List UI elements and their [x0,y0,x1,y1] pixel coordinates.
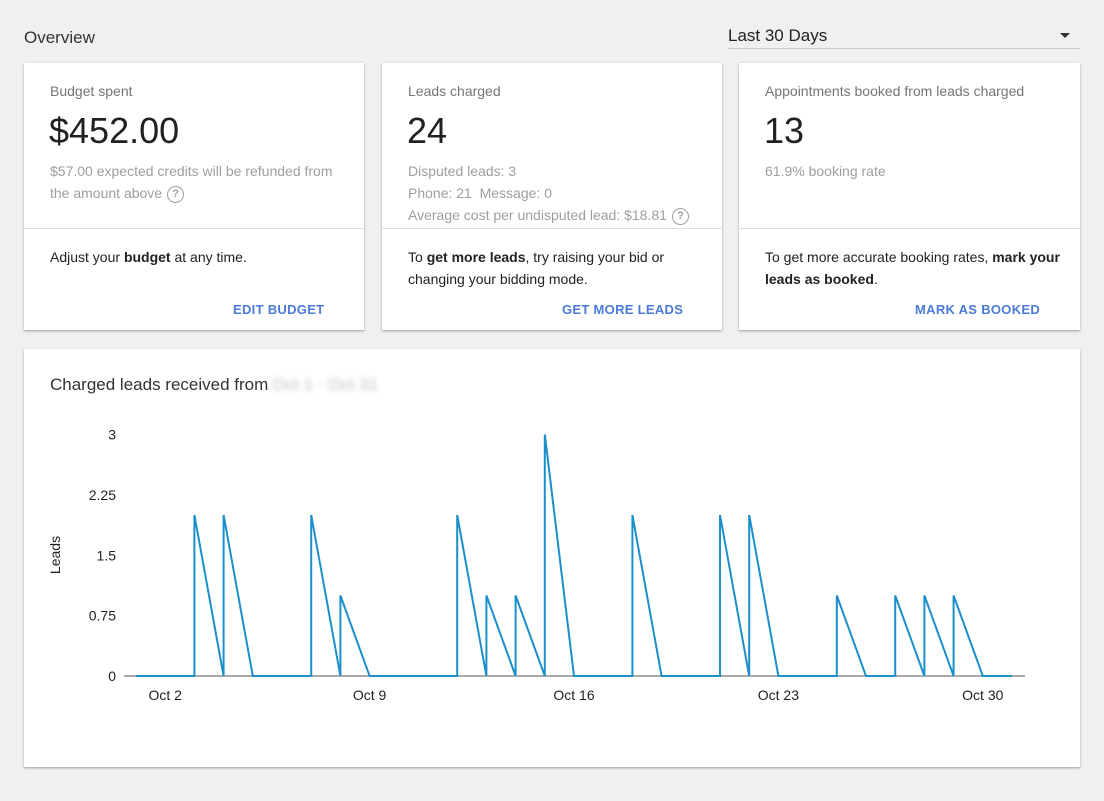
leads-line-chart: 0 0.75 1.5 2.25 3 Oct 2 Oct 9 Oct 16 Oct 23 Oct 3… [47,427,1025,703]
date-range-blurred: Oct 1 - Oct 31 [272,375,379,394]
y-axis-label: Leads [47,536,63,574]
appointments-value: 13 [764,110,805,151]
x-tick-label: Oct 16 [553,687,594,703]
y-tick-label: 1.5 [97,547,117,563]
help-icon[interactable]: ? [167,185,185,203]
leads-series-line [136,434,1012,677]
booking-rate: 61.9% booking rate [765,163,886,179]
disputed-leads: Disputed leads: 3 [408,163,517,179]
leads-chart-card: Charged leads received from Oct 1 - Oct 3… [24,349,1080,767]
average-cost: Average cost per undisputed lead: $18.81 [408,207,667,223]
x-tick-label: Oct 23 [758,687,799,703]
budget-label: Budget spent [50,83,133,99]
leads-value: 24 [407,110,448,151]
x-tick-label: Oct 2 [148,687,182,703]
edit-budget-button[interactable]: EDIT BUDGET [233,302,325,317]
get-more-leads-button[interactable]: GET MORE LEADS [562,302,684,317]
y-tick-label: 2.25 [89,487,116,503]
leads-label: Leads charged [408,83,501,99]
refund-note-line2: the amount above [50,185,163,201]
caret-down-icon [1060,33,1070,38]
leads-tip: To get more leads, try raising your bid … [408,249,665,287]
budget-value: $452.00 [49,110,180,151]
phone-message-counts: Phone: 21 Message: 0 [408,185,552,201]
y-tick-label: 3 [108,427,116,443]
mark-as-booked-button[interactable]: MARK AS BOOKED [915,302,1041,317]
help-icon[interactable]: ? [671,207,689,225]
appointments-tip: To get more accurate booking rates, mark… [765,249,1060,287]
page-title: Overview [24,28,95,47]
chart-title: Charged leads received from Oct 1 - Oct 3… [50,375,379,394]
budget-card: Budget spent $452.00 $57.00 expected cre… [24,63,364,330]
refund-note-line1: $57.00 expected credits will be refunded… [50,163,333,179]
y-tick-label: 0.75 [89,608,116,624]
budget-tip: Adjust your budget at any time. [50,249,247,265]
appointments-card: Appointments booked from leads charged 1… [739,63,1080,330]
leads-card: Leads charged 24 Disputed leads: 3 Phone… [382,63,722,330]
appointments-label: Appointments booked from leads charged [765,83,1025,99]
y-tick-label: 0 [108,668,116,684]
date-range-value: Last 30 Days [728,26,828,45]
x-tick-label: Oct 30 [962,687,1003,703]
date-range-select[interactable]: Last 30 Days [728,24,1080,49]
leads-details: Disputed leads: 3 Phone: 21 Message: 0 A… [408,160,718,226]
x-tick-label: Oct 9 [353,687,387,703]
budget-refund-note: $57.00 expected credits will be refunded… [50,160,360,204]
